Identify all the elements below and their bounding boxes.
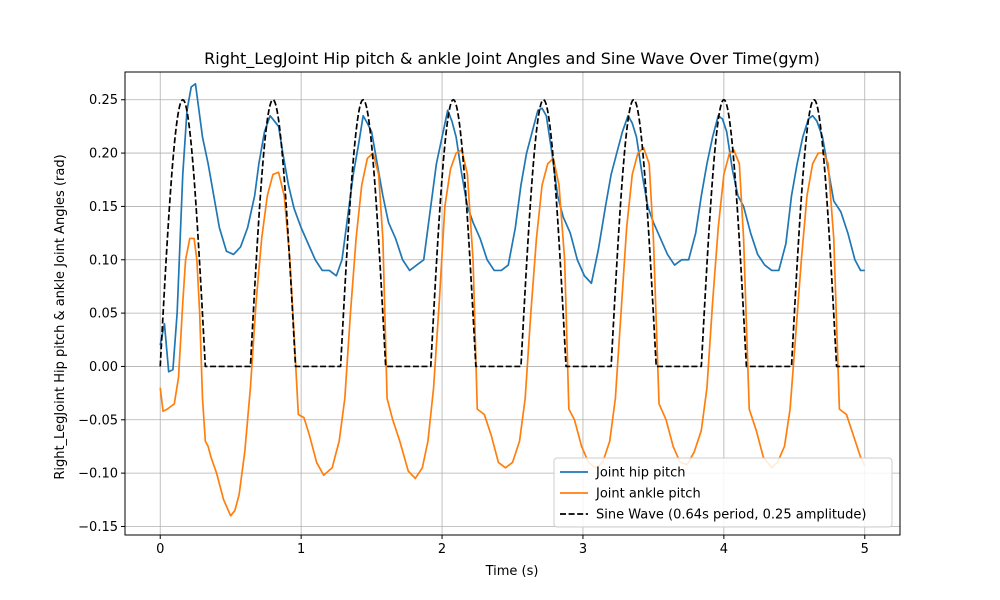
axes-layer: 0 1 2 3 4 5 −0.15 −0.10 −0.05 0.00 0.05 0.10 0.15 0.2… [78, 71, 901, 557]
y-tick-label: 0.10 [89, 253, 118, 268]
x-tick-label: 2 [438, 542, 446, 557]
chart-title: Right_LegJoint Hip pitch & ankle Joint A… [204, 49, 820, 69]
y-tick-label: −0.05 [78, 413, 118, 428]
x-axis-label: Time (s) [485, 564, 539, 579]
x-tick-label: 3 [579, 542, 587, 557]
x-tick-label: 4 [720, 542, 728, 557]
legend-label-1: Joint hip pitch [595, 466, 685, 481]
legend: Joint hip pitch Joint ankle pitch Sine Wav… [553, 457, 893, 528]
y-tick-label: 0.00 [89, 360, 118, 375]
series-layer [159, 82, 866, 517]
x-tick-label: 5 [861, 542, 869, 557]
x-tick-label: 0 [156, 542, 164, 557]
legend-label-2: Joint ankle pitch [595, 487, 701, 502]
legend-label-3: Sine Wave (0.64s period, 0.25 amplitude) [596, 508, 867, 523]
y-tick-label: 0.15 [89, 200, 118, 215]
x-tick-label: 1 [297, 542, 305, 557]
y-axis-label: Right_LegJoint Hip pitch & ankle Joint A… [53, 154, 68, 479]
y-tick-label: −0.10 [78, 467, 118, 482]
series-line-3 [159, 98, 865, 368]
y-tick-label: 0.05 [89, 307, 118, 322]
y-tick-label: 0.25 [89, 93, 118, 108]
y-tick-label: 0.20 [89, 147, 118, 162]
series-line-2 [159, 146, 866, 517]
y-tick-label: −0.15 [78, 520, 118, 535]
legend-box [553, 457, 893, 528]
plot-frame [124, 71, 901, 536]
